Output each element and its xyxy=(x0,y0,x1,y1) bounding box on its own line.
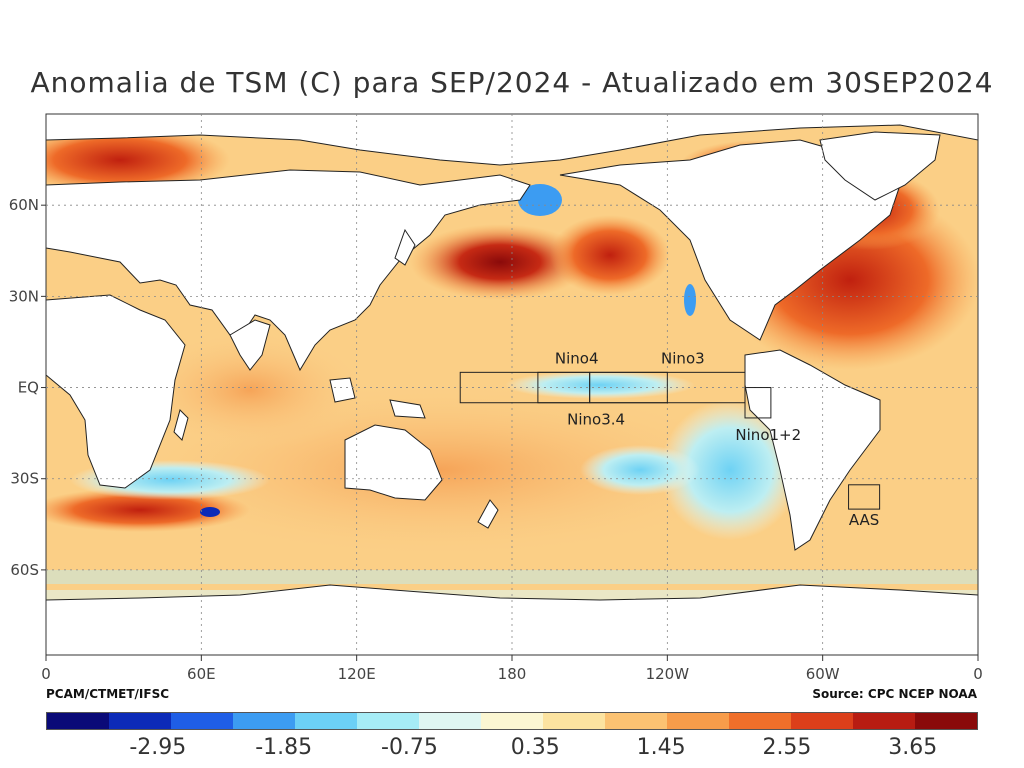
colorbar-segment xyxy=(791,713,853,729)
region-label-nino3-4: Nino3.4 xyxy=(567,411,625,429)
land-borneo xyxy=(329,377,356,403)
region-box-nino1-2 xyxy=(744,387,772,419)
lat-tick-label: EQ xyxy=(18,379,39,397)
nino-regions: Nino4 Nino3.4 Nino3 Nino1+2 AAS xyxy=(459,349,881,529)
colorbar-segment xyxy=(729,713,791,729)
region-label-aas: AAS xyxy=(849,511,879,529)
colorbar-segment xyxy=(47,713,109,729)
land-india xyxy=(229,319,271,371)
land-japan xyxy=(394,228,416,266)
land-africa xyxy=(46,294,186,489)
colorbar-label: -1.85 xyxy=(255,735,313,760)
region-box-aas xyxy=(848,484,881,510)
credit-institution: PCAM/CTMET/IFSC xyxy=(46,687,170,701)
land-greenland xyxy=(819,131,941,201)
lon-tick-label: 180 xyxy=(498,665,527,683)
colorbar xyxy=(46,712,978,730)
colorbar-segment xyxy=(481,713,543,729)
lat-tick-label: 30N xyxy=(9,287,39,305)
lon-tick-label: 120E xyxy=(338,665,376,683)
land-madagascar xyxy=(173,409,189,441)
colorbar-labels: -2.95 -1.85 -0.75 0.35 1.45 2.55 3.65 xyxy=(46,735,978,763)
sst-anomaly-map: 0 60E 120E 180 120W 60W 0 60N 30N EQ 30S 60S Nino4… xyxy=(9,113,983,683)
colorbar-segment xyxy=(605,713,667,729)
region-label-nino4: Nino4 xyxy=(555,349,599,367)
lat-tick-label: 60N xyxy=(9,196,39,214)
colorbar-segment xyxy=(915,713,977,729)
map-title: Anomalia de TSM (C) para SEP/2024 - Atua… xyxy=(30,66,994,99)
lon-tick-label: 0 xyxy=(973,665,983,683)
colorbar-label: 2.55 xyxy=(762,735,812,760)
colorbar-label: 3.65 xyxy=(888,735,938,760)
land-australia xyxy=(344,424,443,501)
colorbar-segment xyxy=(233,713,295,729)
colorbar-segment xyxy=(357,713,419,729)
lat-tick-label: 60S xyxy=(10,561,39,579)
colorbar-segment xyxy=(109,713,171,729)
colorbar-label: -0.75 xyxy=(381,735,438,760)
colorbar-segment xyxy=(853,713,915,729)
colorbar-label: -2.95 xyxy=(129,735,187,760)
lon-tick-label: 0 xyxy=(41,665,51,683)
colorbar-segment xyxy=(171,713,233,729)
colorbar-label: 0.35 xyxy=(510,735,560,760)
colorbar-segment xyxy=(667,713,729,729)
lat-tick-label: 30S xyxy=(10,470,39,488)
lon-tick-label: 60W xyxy=(806,665,840,683)
colorbar-segment xyxy=(419,713,481,729)
longitude-ticks: 0 60E 120E 180 120W 60W 0 xyxy=(41,655,983,683)
land-new-guinea xyxy=(389,399,426,419)
region-label-nino3: Nino3 xyxy=(661,349,705,367)
land-new-zealand xyxy=(477,499,499,529)
lon-tick-label: 120W xyxy=(646,665,690,683)
colorbar-segment xyxy=(543,713,605,729)
lon-tick-label: 60E xyxy=(187,665,216,683)
region-label-nino1-2: Nino1+2 xyxy=(735,426,801,444)
land-north-america xyxy=(559,139,901,341)
land-eurasia xyxy=(46,169,531,372)
colorbar-label: 1.45 xyxy=(636,735,686,760)
colorbar-segment xyxy=(295,713,357,729)
land-south-america xyxy=(744,349,881,551)
latitude-ticks: 60N 30N EQ 30S 60S xyxy=(9,196,46,579)
credit-source: Source: CPC NCEP NOAA xyxy=(812,687,977,701)
